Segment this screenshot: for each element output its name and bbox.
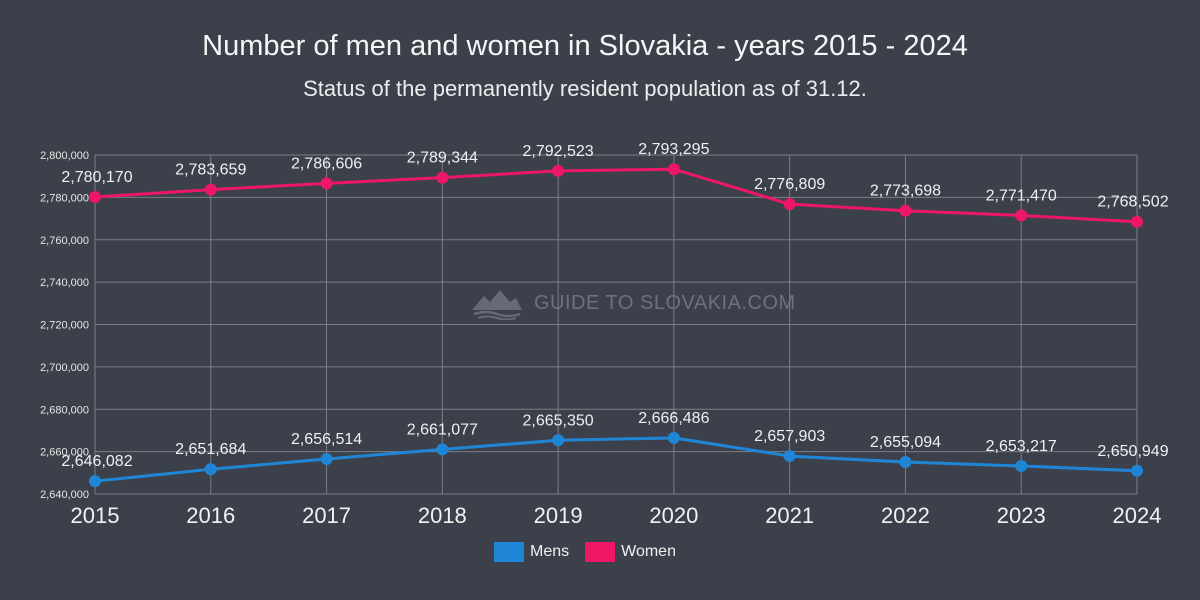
- data-label-women: 2,768,502: [1097, 194, 1168, 211]
- data-point-women: [552, 164, 565, 177]
- data-label-women: 2,786,606: [291, 155, 362, 172]
- series-line-mens: [94, 436, 1138, 483]
- y-tick-label: 2,680,000: [40, 404, 89, 416]
- y-tick-label: 2,800,000: [40, 150, 89, 162]
- data-point-mens: [1131, 464, 1143, 477]
- data-point-women: [436, 171, 449, 184]
- data-point-mens: [89, 475, 101, 488]
- data-point-women: [89, 191, 101, 204]
- legend-item-women[interactable]: Women: [585, 542, 676, 562]
- data-point-women: [899, 204, 912, 217]
- y-tick-label: 2,740,000: [40, 277, 89, 289]
- data-point-mens: [1015, 459, 1028, 472]
- data-label-mens: 2,646,082: [61, 453, 132, 470]
- data-point-women: [1015, 209, 1028, 222]
- data-point-mens: [552, 434, 565, 447]
- y-tick-label: 2,700,000: [40, 362, 89, 374]
- data-label-mens: 2,666,486: [638, 410, 709, 427]
- legend-swatch-women: [585, 542, 616, 562]
- x-tick-label: 2020: [649, 503, 698, 528]
- data-point-mens: [667, 431, 680, 444]
- data-label-mens: 2,650,949: [1097, 443, 1168, 460]
- data-point-women: [1131, 215, 1143, 228]
- y-tick-label: 2,660,000: [40, 447, 89, 459]
- data-label-women: 2,780,170: [61, 169, 132, 186]
- x-tick-label: 2021: [765, 503, 814, 528]
- data-point-mens: [204, 463, 217, 476]
- data-label-mens: 2,655,094: [870, 434, 941, 451]
- data-label-mens: 2,665,350: [523, 412, 594, 429]
- data-point-women: [667, 163, 680, 176]
- data-label-women: 2,783,659: [175, 162, 246, 179]
- y-tick-label: 2,760,000: [40, 235, 89, 247]
- data-label-women: 2,793,295: [638, 141, 709, 158]
- series-line-women: [94, 167, 1138, 224]
- data-label-mens: 2,656,514: [291, 431, 362, 448]
- data-label-mens: 2,661,077: [407, 421, 478, 438]
- data-point-mens: [899, 456, 912, 469]
- x-tick-label: 2019: [534, 503, 583, 528]
- y-tick-label: 2,720,000: [40, 320, 89, 332]
- data-label-women: 2,776,809: [754, 176, 825, 193]
- data-point-women: [204, 183, 217, 196]
- data-label-women: 2,771,470: [986, 187, 1057, 204]
- mountain-logo-icon: [472, 290, 522, 320]
- x-tick-label: 2023: [997, 503, 1046, 528]
- x-tick-label: 2022: [881, 503, 930, 528]
- data-point-mens: [436, 443, 449, 456]
- data-label-mens: 2,653,217: [986, 438, 1057, 455]
- y-tick-label: 2,780,000: [40, 192, 89, 204]
- data-label-mens: 2,657,903: [754, 428, 825, 445]
- data-label-mens: 2,651,684: [175, 441, 246, 458]
- legend-label-women: Women: [621, 543, 676, 560]
- data-point-mens: [783, 450, 796, 463]
- legend-swatch-mens: [494, 542, 525, 562]
- watermark-text: GUIDE TO SLOVAKIA.COM: [534, 291, 796, 314]
- watermark: GUIDE TO SLOVAKIA.COM: [470, 286, 796, 320]
- y-tick-label: 2,640,000: [40, 489, 89, 501]
- legend-item-mens[interactable]: Mens: [494, 542, 569, 562]
- legend-label-mens: Mens: [530, 543, 570, 560]
- data-label-women: 2,789,344: [407, 150, 478, 167]
- data-point-mens: [320, 453, 333, 466]
- x-tick-label: 2018: [418, 503, 467, 528]
- x-tick-label: 2015: [71, 503, 120, 528]
- data-point-women: [783, 198, 796, 211]
- x-tick-label: 2017: [302, 503, 351, 528]
- data-label-women: 2,773,698: [870, 183, 941, 200]
- chart-title: Number of men and women in Slovakia - ye…: [202, 30, 968, 62]
- data-label-women: 2,792,523: [523, 143, 594, 160]
- x-tick-label: 2016: [186, 503, 235, 528]
- data-point-women: [320, 177, 333, 190]
- x-tick-label: 2024: [1113, 503, 1162, 528]
- chart-legend: Mens Women: [0, 542, 1170, 562]
- chart-subtitle: Status of the permanently resident popul…: [303, 76, 867, 101]
